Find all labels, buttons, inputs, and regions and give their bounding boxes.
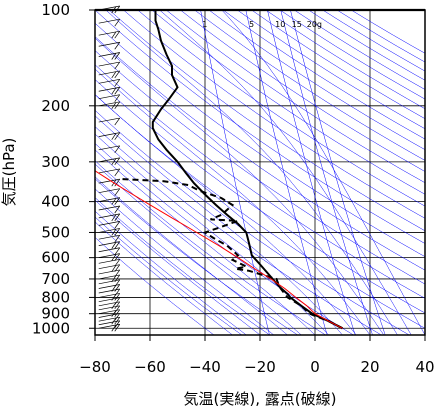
- profile-series: [95, 10, 343, 328]
- dry-adiabat-line: [266, 10, 435, 335]
- dry-adiabat-line: [24, 10, 435, 335]
- wind-barb-staff: [99, 31, 120, 35]
- x-tick-label: 20: [360, 358, 379, 376]
- y-tick-label: 500: [41, 223, 70, 241]
- wind-barb-staff: [99, 284, 120, 288]
- wind-barb: [99, 280, 120, 287]
- y-tick-label: 300: [41, 153, 70, 171]
- dry-adiabat-line: [337, 10, 435, 335]
- wind-barb-staff: [99, 214, 120, 218]
- wind-barb-staff: [99, 146, 120, 150]
- wind-barb-staff: [99, 102, 120, 106]
- moist-adiabat-line: [0, 10, 246, 335]
- y-tick-label: 600: [41, 249, 70, 267]
- y-tick-label: 1000: [32, 319, 70, 337]
- x-tick-label: 0: [310, 358, 320, 376]
- dry-adiabat-line: [0, 10, 242, 335]
- wind-barb: [99, 289, 120, 296]
- mixing-ratio-label: 1: [202, 20, 207, 29]
- dry-adiabat-line: [0, 10, 214, 335]
- wind-barb-staff: [99, 270, 120, 274]
- wind-barb-staff: [99, 289, 120, 293]
- wind-barb-staff: [99, 198, 120, 202]
- x-tick-label: −60: [134, 358, 166, 376]
- mixing-ratio-line: [281, 10, 373, 335]
- wind-barb-staff: [99, 280, 120, 284]
- wind-barb: [99, 31, 120, 38]
- wind-barb: [99, 71, 120, 78]
- wind-barb: [99, 275, 120, 282]
- mixing-ratio-line: [201, 10, 270, 335]
- wind-barb: [99, 248, 120, 255]
- dry-adiabat-line: [10, 10, 435, 335]
- wind-barb-staff: [99, 265, 120, 269]
- dry-adiabat-line: [351, 10, 435, 335]
- x-tick-label: −20: [244, 358, 276, 376]
- dry-adiabat-line: [166, 10, 435, 335]
- wind-barb: [99, 158, 120, 165]
- wind-barb-staff: [99, 259, 120, 263]
- y-tick-label: 200: [41, 97, 70, 115]
- wind-barb: [99, 221, 120, 228]
- wind-barb-staff: [99, 118, 120, 122]
- mixing-ratio-label: 15: [292, 20, 302, 29]
- moist-adiabat-line: [0, 10, 260, 335]
- dry-adiabat-line: [109, 10, 435, 335]
- mixing-ratio-label: 5: [249, 20, 254, 29]
- wind-barb-staff: [99, 235, 120, 239]
- wind-barb: [99, 42, 120, 49]
- wind-barb: [99, 133, 120, 140]
- wind-barb-staff: [99, 248, 120, 252]
- y-tick-label: 700: [41, 270, 70, 288]
- mixing-ratio-label: 10: [275, 20, 285, 29]
- wind-barb: [99, 118, 120, 125]
- y-tick-label: 400: [41, 193, 70, 211]
- moist-adiabat-line: [66, 10, 384, 335]
- wind-barb: [99, 242, 120, 249]
- x-tick-label: −40: [189, 358, 221, 376]
- x-tick-label: −80: [79, 358, 111, 376]
- dry-adiabat-line: [95, 10, 435, 335]
- y-axis-label: 気圧(hPa): [0, 138, 18, 207]
- wind-barb-staff: [99, 189, 120, 193]
- wind-barb-staff: [99, 158, 120, 162]
- x-tick-label: 40: [415, 358, 434, 376]
- wind-barb-staff: [99, 275, 120, 279]
- wind-barb: [99, 79, 120, 86]
- wind-barb-staff: [99, 62, 120, 66]
- wind-barb-staff: [99, 79, 120, 83]
- wind-barb-staff: [99, 95, 120, 99]
- dry-adiabat-line: [138, 10, 435, 335]
- wind-barb-staff: [99, 133, 120, 137]
- x-axis-label: 気温(実線), 露点(破線): [184, 390, 337, 408]
- mixing-ratio-label: 20g: [307, 20, 322, 29]
- y-tick-label: 100: [41, 1, 70, 19]
- dry-adiabat-line: [294, 10, 435, 335]
- wind-barb: [99, 206, 120, 213]
- dry-adiabat-line: [237, 10, 435, 335]
- wind-barb-staff: [99, 254, 120, 258]
- wind-barb: [99, 284, 120, 291]
- x-axis-ticks: −80 −60 −40 −20 0 20 40: [79, 335, 434, 376]
- wind-barb-staff: [99, 71, 120, 75]
- wind-barbs: [99, 6, 120, 331]
- wind-barb-staff: [99, 87, 120, 91]
- mixing-ratio-line: [290, 10, 385, 335]
- wind-barb-staff: [99, 169, 120, 173]
